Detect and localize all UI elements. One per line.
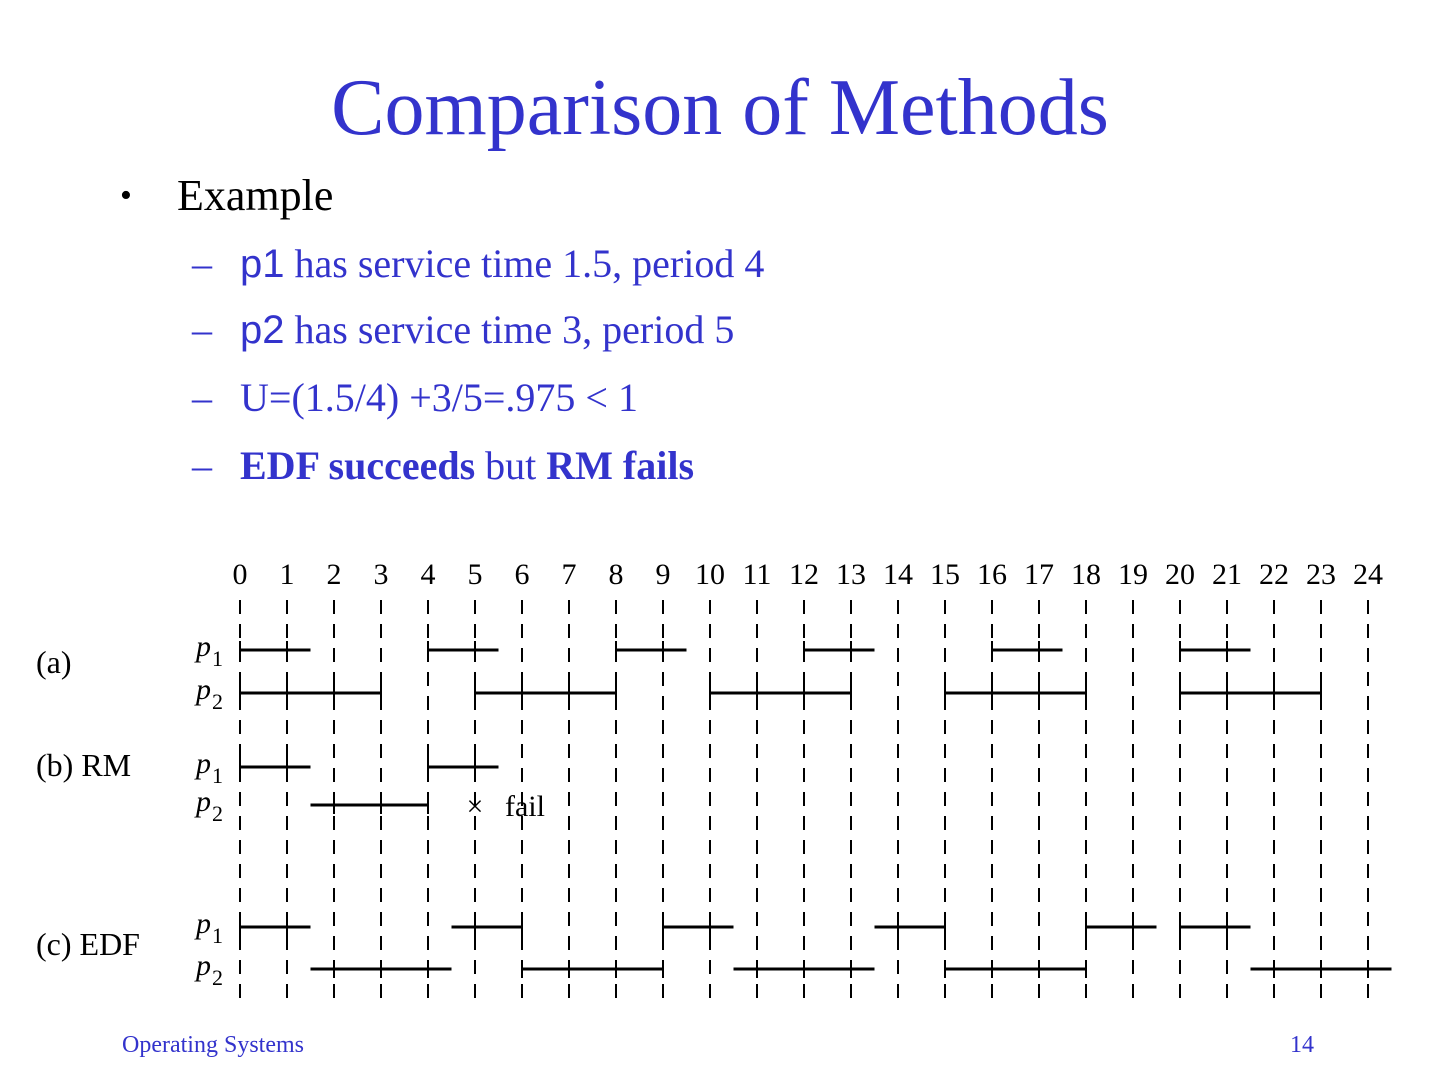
- bullet-text: Example: [177, 171, 334, 220]
- dash-icon: –: [192, 307, 212, 352]
- dash-icon: –: [192, 443, 212, 488]
- time-tick-label: 20: [1165, 558, 1195, 591]
- time-tick-label: 22: [1259, 558, 1289, 591]
- process-subscript: 1: [212, 763, 223, 788]
- time-tick-label: 9: [656, 558, 671, 591]
- time-tick-label: 15: [930, 558, 960, 591]
- process-subscript: 1: [212, 923, 223, 948]
- conjunction: but: [475, 443, 547, 488]
- time-tick-label: 12: [789, 558, 819, 591]
- time-tick-label: 16: [977, 558, 1007, 591]
- time-tick-label: 5: [468, 558, 483, 591]
- time-tick-label: 23: [1306, 558, 1336, 591]
- slide-title: Comparison of Methods: [331, 64, 1109, 152]
- footer-course: Operating Systems: [122, 1032, 304, 1058]
- process-label: p: [194, 785, 211, 818]
- time-tick-label: 6: [515, 558, 530, 591]
- time-tick-label: 17: [1024, 558, 1054, 591]
- section-label: (a): [36, 644, 72, 680]
- dash-icon: –: [192, 241, 212, 286]
- time-tick-label: 8: [609, 558, 624, 591]
- process-label: p: [194, 907, 211, 940]
- time-tick-label: 0: [233, 558, 248, 591]
- fail-cross-icon: ×: [467, 790, 484, 823]
- section-label: (b) RM: [36, 747, 131, 783]
- time-tick-label: 13: [836, 558, 866, 591]
- time-tick-label: 7: [562, 558, 577, 591]
- dash-icon: –: [192, 375, 212, 420]
- process-subscript: 2: [212, 689, 223, 714]
- time-tick-label: 24: [1353, 558, 1383, 591]
- time-tick-label: 10: [695, 558, 725, 591]
- process-name: p1: [240, 242, 285, 286]
- rm-result: RM fails: [546, 443, 695, 488]
- process-subscript: 2: [212, 801, 223, 826]
- time-tick-label: 21: [1212, 558, 1242, 591]
- time-tick-label: 11: [743, 558, 772, 591]
- bullet-dot-icon: •: [120, 177, 132, 214]
- time-tick-label: 14: [883, 558, 913, 591]
- sub-bullet-text: has service time 3, period 5: [284, 307, 735, 352]
- page-number: 14: [1290, 1032, 1314, 1058]
- process-label: p: [194, 673, 211, 706]
- fail-label: fail: [505, 790, 545, 823]
- time-tick-label: 18: [1071, 558, 1101, 591]
- process-label: p: [194, 949, 211, 982]
- process-subscript: 2: [212, 965, 223, 990]
- time-tick-label: 3: [374, 558, 389, 591]
- time-tick-label: 4: [421, 558, 436, 591]
- sub-bullet-text: has service time 1.5, period 4: [284, 241, 765, 286]
- process-subscript: 1: [212, 646, 223, 671]
- section-label: (c) EDF: [36, 926, 140, 962]
- time-tick-label: 19: [1118, 558, 1148, 591]
- process-label: p: [194, 630, 211, 663]
- edf-result: EDF succeeds: [240, 443, 476, 488]
- process-name: p2: [240, 308, 285, 352]
- sub-bullet-text: U=(1.5/4) +3/5=.975 < 1: [240, 375, 638, 420]
- schedule-diagram: 0 1 2 3 4 5 6 7 8 9 10 11 12 13 14 15 16 17 18 19 20 21 22 23 24…: [36, 558, 1392, 1006]
- process-label: p: [194, 747, 211, 780]
- time-tick-label: 2: [327, 558, 342, 591]
- time-tick-label: 1: [280, 558, 295, 591]
